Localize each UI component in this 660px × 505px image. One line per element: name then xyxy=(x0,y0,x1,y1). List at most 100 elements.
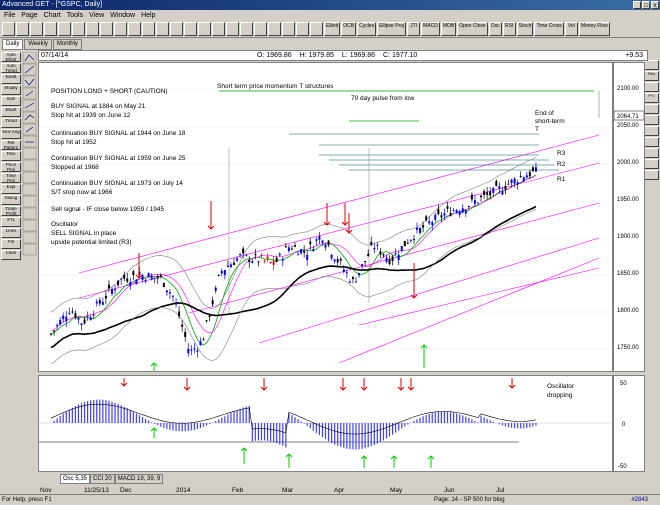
tool-xtl-15[interactable]: XTL xyxy=(1,217,21,227)
toolbar-button-5[interactable] xyxy=(72,22,85,36)
tool-trend-6[interactable]: Trend xyxy=(1,118,21,128)
toolbar-button-2[interactable] xyxy=(30,22,43,36)
toolbar-button-0[interactable] xyxy=(2,22,15,36)
toolbar-button-mob[interactable]: MOB xyxy=(440,22,457,36)
tool-mov-avg-7[interactable]: Mov Avg xyxy=(1,129,21,139)
price-bar-body xyxy=(510,179,513,184)
tab-weekly[interactable]: Weekly xyxy=(24,39,52,50)
tool-ret-pattern-8[interactable]: Ret Pattern xyxy=(1,140,21,150)
toolbar-button-rsi[interactable]: RSI xyxy=(502,22,516,36)
menu-view[interactable]: View xyxy=(89,12,105,19)
tool-auto-elliott-0[interactable]: Auto Elliott xyxy=(1,52,21,62)
right-tool-1[interactable]: Fibo xyxy=(644,71,659,81)
toolbar-button-macd[interactable]: MACD xyxy=(421,22,440,36)
toolbar-button-3[interactable] xyxy=(44,22,57,36)
toolbar-button-21[interactable] xyxy=(296,22,309,36)
toolbar-button-1[interactable] xyxy=(16,22,29,36)
toolbar-button-19[interactable] xyxy=(268,22,281,36)
minimize-button[interactable]: _ xyxy=(633,1,641,9)
menu-tools[interactable]: Tools xyxy=(66,12,84,19)
toolbar-button-17[interactable] xyxy=(240,22,253,36)
tool-edit-4[interactable]: Edit xyxy=(1,96,21,106)
toolbar-button-16[interactable] xyxy=(226,22,239,36)
menu-chart[interactable]: Chart xyxy=(43,12,61,19)
toolbar-button-open-close[interactable]: Open Close xyxy=(457,22,488,36)
price-scale[interactable]: 2100.00 2064.71 2050.00 2000.00 1950.00 … xyxy=(613,62,645,372)
right-tool-8[interactable] xyxy=(644,148,659,158)
tool-time-proj-11[interactable]: Time Proj xyxy=(1,173,21,183)
toolbar-button-money-flow[interactable]: Money Flow xyxy=(578,22,610,36)
tool-clear-18[interactable]: Clear xyxy=(1,250,21,260)
menu-file[interactable]: File xyxy=(4,12,16,19)
toolbar-button-stoch[interactable]: Stoch xyxy=(516,22,534,36)
tool-auto-trend-1[interactable]: Auto Trend xyxy=(1,63,21,73)
right-tool-4[interactable] xyxy=(644,104,659,114)
right-tool-10[interactable] xyxy=(644,170,659,180)
toolbar-button-time-cross[interactable]: Time Cross xyxy=(534,22,564,36)
tool-elliott-5[interactable]: Elliott xyxy=(1,107,21,117)
price-bar-body xyxy=(303,250,306,253)
tool-expl-12[interactable]: Expl xyxy=(1,184,21,194)
tab-macd[interactable]: MACD 19, 39, 9 xyxy=(114,474,164,484)
price-bar-body xyxy=(214,287,217,291)
price-bar-body xyxy=(452,210,455,212)
right-tool-9[interactable] xyxy=(644,159,659,169)
tool-trade-profit-14[interactable]: Trade Profit xyxy=(1,206,21,216)
toolbar-button-14[interactable] xyxy=(198,22,211,36)
oscillator-scale[interactable]: 50 0 -50 xyxy=(613,375,645,472)
oscillator-chart[interactable]: Oscillator dropping xyxy=(38,375,613,472)
price-bar-body xyxy=(342,269,345,273)
price-bar-body xyxy=(455,210,458,213)
tool-price-proj-10[interactable]: Price Proj xyxy=(1,162,21,172)
note-cont3b: S/T stop now at 1966 xyxy=(51,189,113,196)
right-tool-6[interactable] xyxy=(644,126,659,136)
tool-swing-13[interactable]: Swing xyxy=(1,195,21,205)
close-button[interactable]: x xyxy=(651,1,659,9)
toolbar-button-20[interactable] xyxy=(282,22,295,36)
tool-fibo-9[interactable]: Fibo xyxy=(1,151,21,161)
toolbar-button-9[interactable] xyxy=(128,22,141,36)
toolbar-button-8[interactable] xyxy=(114,22,127,36)
toolbar-button-ocb[interactable]: OCB xyxy=(341,22,357,36)
tool-modify-3[interactable]: Modify xyxy=(1,85,21,95)
right-tool-0[interactable] xyxy=(644,60,659,70)
tool-lines-16[interactable]: Lines xyxy=(1,228,21,238)
tool-elliott-2[interactable]: Elliott xyxy=(1,74,21,84)
price-bar-body xyxy=(126,278,129,282)
toolbar-button-11[interactable] xyxy=(156,22,169,36)
toolbar-button-jti[interactable]: JTI xyxy=(407,22,421,36)
price-chart[interactable]: POSITION LONG + SHORT (CAUTION) BUY SIGN… xyxy=(38,62,613,372)
price-chart-canvas[interactable]: POSITION LONG + SHORT (CAUTION) BUY SIGN… xyxy=(39,63,612,371)
oscillator-canvas[interactable]: Oscillator dropping xyxy=(39,376,612,471)
toolbar-button-4[interactable] xyxy=(58,22,71,36)
tab-monthly[interactable]: Monthly xyxy=(52,39,82,50)
right-tool-3[interactable]: PTI xyxy=(644,93,659,103)
toolbar-button-6[interactable] xyxy=(86,22,99,36)
tab-osc[interactable]: Osc 5,35 xyxy=(60,474,91,484)
toolbar-button-18[interactable] xyxy=(254,22,267,36)
toolbar-button-22[interactable] xyxy=(310,22,323,36)
maximize-button[interactable]: □ xyxy=(642,1,650,9)
price-bar-body xyxy=(412,239,415,241)
toolbar-button-13[interactable] xyxy=(184,22,197,36)
toolbar-button-ellipse-proj[interactable]: Ellipse Proj xyxy=(377,22,407,36)
toolbar-button-cycles[interactable]: Cycles xyxy=(357,22,377,36)
right-tool-7[interactable] xyxy=(644,137,659,147)
toolbar-button-12[interactable] xyxy=(170,22,183,36)
right-tool-2[interactable] xyxy=(644,82,659,92)
menu-help[interactable]: Help xyxy=(141,12,156,19)
price-bar-body xyxy=(385,257,388,262)
toolbar-button-osc[interactable]: Osc xyxy=(488,22,502,36)
menu-page[interactable]: Page xyxy=(21,12,38,19)
toolbar-button-elliott[interactable]: Elliott xyxy=(324,22,341,36)
tab-daily[interactable]: Daily xyxy=(2,39,24,50)
tab-cci[interactable]: CCI 20 xyxy=(90,474,115,484)
bar-date: 07/14/14 xyxy=(41,52,69,59)
toolbar-button-7[interactable] xyxy=(100,22,113,36)
toolbar-button-vol[interactable]: Vol xyxy=(564,22,578,36)
right-tool-5[interactable] xyxy=(644,115,659,125)
toolbar-button-10[interactable] xyxy=(142,22,155,36)
toolbar-button-15[interactable] xyxy=(212,22,225,36)
menu-window[interactable]: Window xyxy=(110,12,136,19)
tool-fill-17[interactable]: Fill xyxy=(1,239,21,249)
